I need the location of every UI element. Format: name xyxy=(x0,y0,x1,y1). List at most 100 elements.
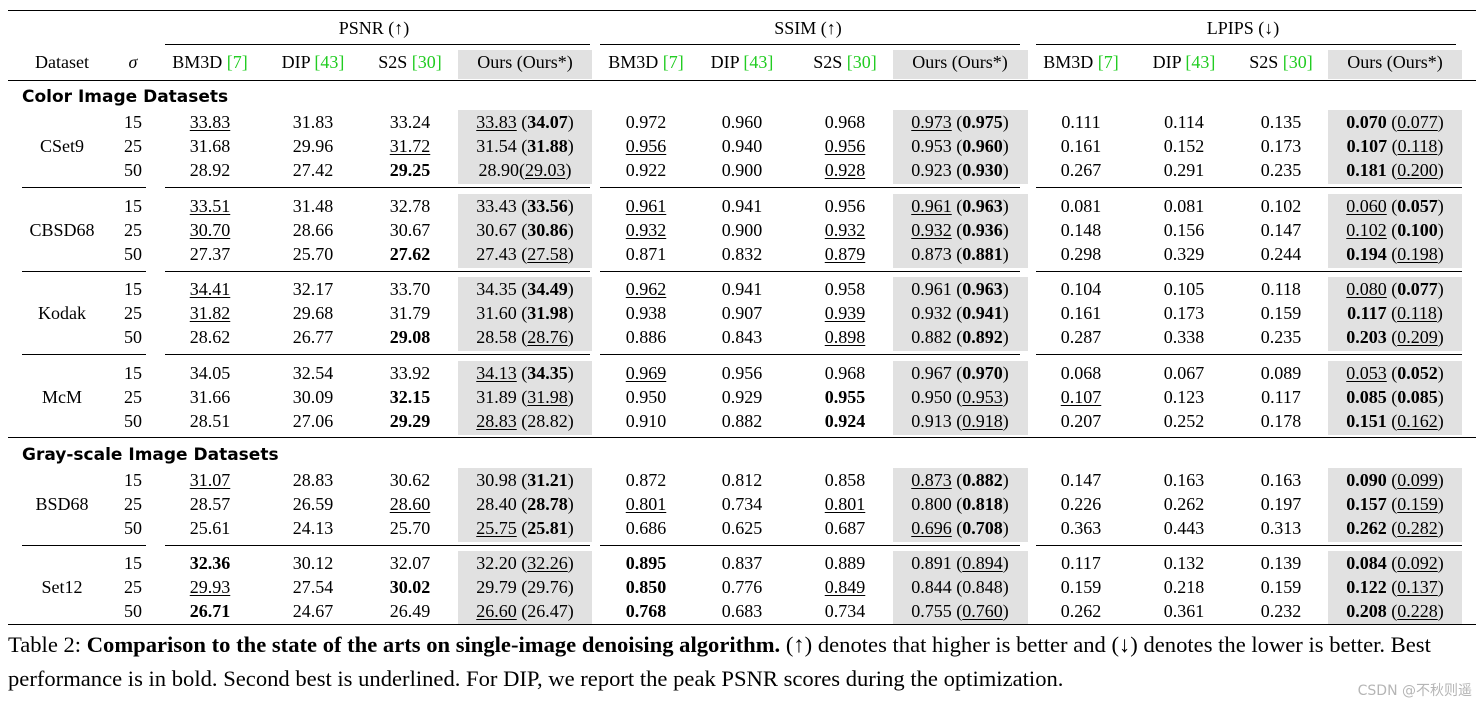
table-cell: 30.12 xyxy=(293,552,334,574)
cell-value: 0.686 xyxy=(625,518,667,539)
cell-value: 0.907 xyxy=(721,303,763,324)
cell-value: 0.077 xyxy=(1397,279,1438,299)
table-cell: 0.262 xyxy=(1061,600,1102,622)
cell-value: 0.232 xyxy=(1260,601,1302,622)
table-cell: 0.163 xyxy=(1164,469,1205,491)
sigma-value: 25 xyxy=(124,494,142,515)
cell-value: ( xyxy=(1386,577,1398,598)
cell-value: ) xyxy=(1002,279,1009,299)
ours-column-shade xyxy=(1328,50,1462,79)
cell-value: 32.15 xyxy=(389,387,431,408)
cell-value: 0.968 xyxy=(824,363,866,383)
cell-value: 0.962 xyxy=(625,279,667,299)
cell-value: 0.209 xyxy=(1397,327,1438,348)
cell-value: 28.58 ( xyxy=(476,327,528,348)
cell-value: 0.940 xyxy=(721,136,763,157)
cell-value: 33.43 ( xyxy=(476,196,528,216)
group-header: PSNR (↑) xyxy=(338,18,410,38)
ours-column-shade xyxy=(458,50,592,79)
cell-value: 33.70 xyxy=(389,279,431,299)
cell-value: 0.882 ( xyxy=(911,327,963,348)
cell-value: 0.872 xyxy=(625,470,667,490)
cell-value: 24.67 xyxy=(292,601,334,622)
cell-value: 0.898 xyxy=(824,327,866,348)
table-cell: 33.70 xyxy=(390,278,431,300)
cell-value: 0.099 xyxy=(1397,470,1438,490)
table-cell: 0.879 xyxy=(825,243,866,265)
table-cell: 32.78 xyxy=(390,195,431,217)
cell-value: 0.267 xyxy=(1060,160,1102,181)
table-cell: 26.59 xyxy=(293,493,334,515)
cell-value: 0.443 xyxy=(1163,518,1205,539)
bottom-rule xyxy=(8,624,1476,625)
cell-value: 0.118 xyxy=(1397,303,1437,324)
cell-value: 0.932 ( xyxy=(911,303,963,324)
dataset-separator xyxy=(22,186,146,188)
table-cell: 0.084 (0.092) xyxy=(1346,552,1444,574)
cell-value: 0.060 xyxy=(1346,196,1387,216)
cell-value: 0.197 xyxy=(1260,494,1302,515)
cell-value: 0.139 xyxy=(1260,553,1302,573)
cell-value: 0.801 xyxy=(625,494,667,515)
table-cell: 33.83 xyxy=(190,111,231,133)
table-cell: 0.218 xyxy=(1164,576,1205,598)
cell-value: 31.66 xyxy=(189,387,231,408)
ours-column-shade xyxy=(893,361,1028,435)
table-cell: 32.20 (32.26) xyxy=(476,552,574,574)
cell-value: ) xyxy=(1002,363,1009,383)
table-cell: 27.06 xyxy=(293,410,334,432)
section-title: Color Image Datasets xyxy=(22,87,229,107)
cell-value: 25.61 xyxy=(189,518,231,539)
table-cell: 0.090 (0.099) xyxy=(1346,469,1444,491)
table-cell: 0.958 xyxy=(825,278,866,300)
cell-value: 0.313 xyxy=(1260,518,1302,539)
cell-value: (28.82) xyxy=(516,411,574,432)
cell-value: ) xyxy=(567,327,574,348)
header-rule xyxy=(8,80,1476,81)
cell-value: 0.961 xyxy=(911,196,952,216)
cell-value: 0.070 xyxy=(1346,112,1387,132)
table-cell: 0.837 xyxy=(722,552,763,574)
cell-value: 33.51 xyxy=(189,196,231,216)
method-name: Ours (Ours*) xyxy=(477,52,573,72)
cell-value: 0.963 xyxy=(962,279,1003,299)
table-cell: 24.67 xyxy=(293,600,334,622)
table-cell: 0.956 xyxy=(722,362,763,384)
sigma-value: 15 xyxy=(124,553,142,573)
cell-value: 0.287 xyxy=(1060,327,1102,348)
cell-value: 0.941 xyxy=(721,196,763,216)
dataset-name: Kodak xyxy=(38,303,86,324)
dataset-separator xyxy=(600,353,1020,355)
method-name: DIP xyxy=(281,52,315,72)
table-cell: 0.081 xyxy=(1164,195,1205,217)
table-cell: 28.58 (28.76) xyxy=(476,326,574,348)
cell-value: 0.235 xyxy=(1260,327,1302,348)
cell-value: 34.07 xyxy=(527,112,568,132)
ours-column-shade xyxy=(458,110,592,184)
cell-value: ) xyxy=(1437,279,1444,299)
table-cell: 27.42 xyxy=(293,159,334,181)
cell-value: 28.83 xyxy=(476,411,517,432)
cell-value: 0.922 xyxy=(625,160,667,181)
table-cell: 0.950 (0.953) xyxy=(911,386,1009,408)
table-cell: 0.939 xyxy=(825,302,866,324)
cell-value: ( xyxy=(951,220,963,241)
ours-column-shade xyxy=(893,468,1028,542)
cell-value: 0.972 xyxy=(625,112,667,132)
cell-value: 0.081 xyxy=(1163,196,1205,216)
table-cell: 0.338 xyxy=(1164,326,1205,348)
table-cell: 0.961 (0.963) xyxy=(911,278,1009,300)
cell-value: ) xyxy=(1437,196,1444,216)
cell-value: 0.081 xyxy=(1060,196,1102,216)
cell-value: 0.298 xyxy=(1060,244,1102,265)
cell-value: 31.98 xyxy=(527,303,568,324)
table-cell: 0.895 xyxy=(626,552,667,574)
cell-value: ( xyxy=(1386,363,1398,383)
cell-value: 0.956 xyxy=(625,136,667,157)
method-name: DIP xyxy=(710,52,744,72)
table-cell: 0.313 xyxy=(1261,517,1302,539)
cell-value: 25.75 xyxy=(476,518,517,539)
caption-title: Comparison to the state of the arts on s… xyxy=(86,632,781,657)
table-cell: 0.159 xyxy=(1261,576,1302,598)
